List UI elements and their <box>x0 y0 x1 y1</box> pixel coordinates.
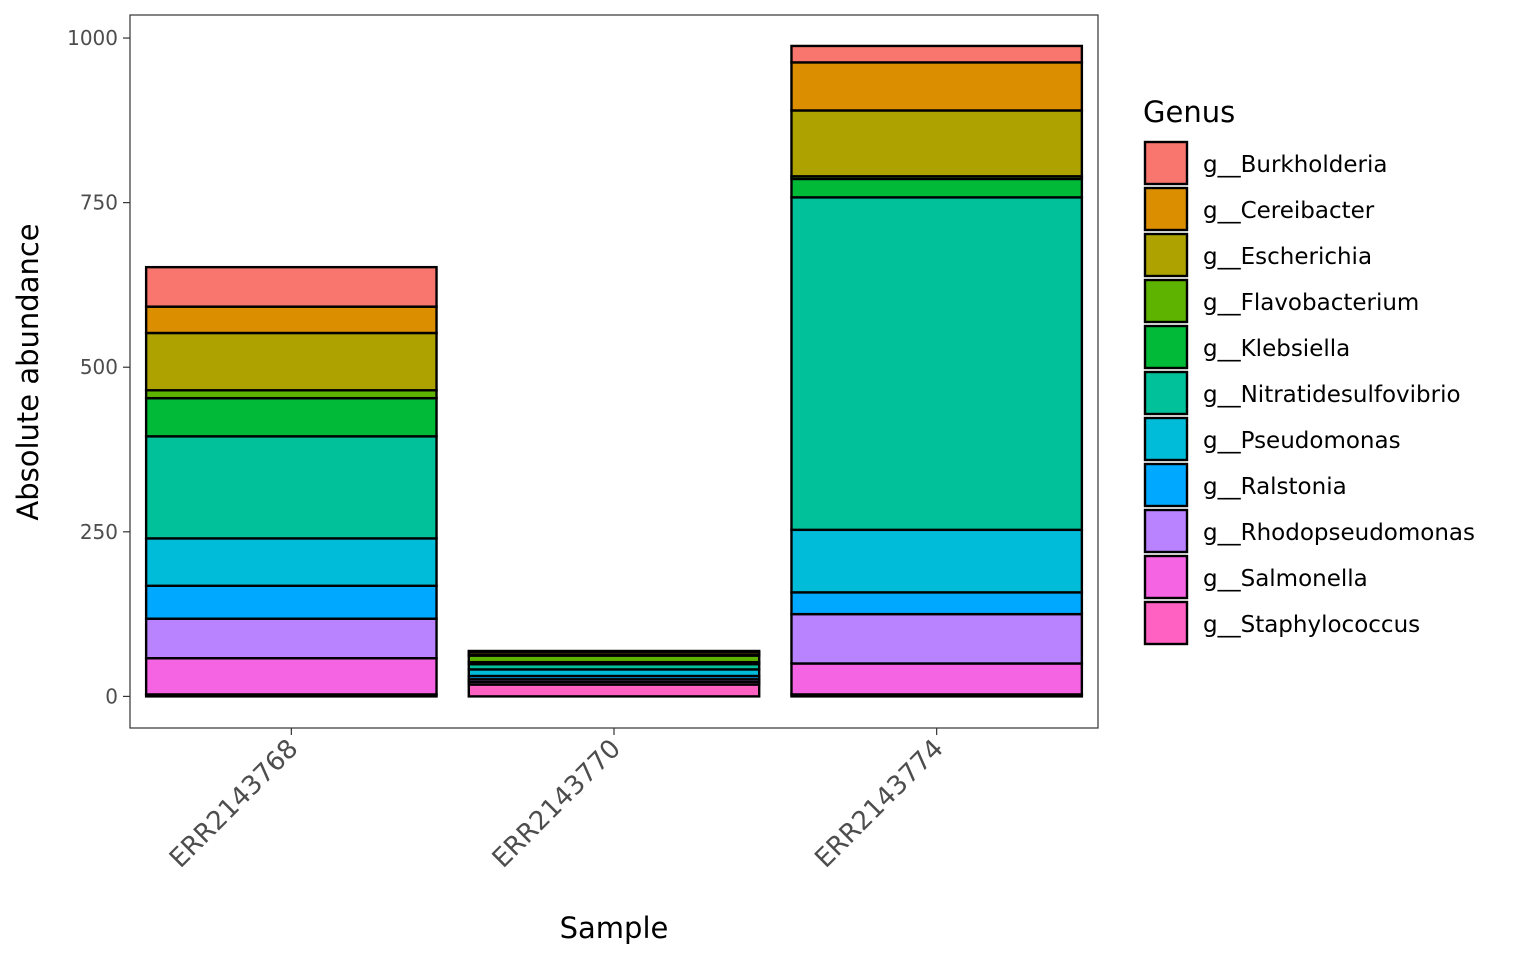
legend-label-g-staphylococcus: g__Staphylococcus <box>1203 612 1420 638</box>
legend-title: Genus <box>1143 95 1235 129</box>
bar-segment-err2143774-g-ralstonia <box>790 591 1084 616</box>
bars-group <box>144 44 1084 698</box>
bar-segment-err2143768-g-ralstonia <box>144 584 438 620</box>
x-axis: ERR2143768 ERR2143770 ERR2143774 <box>164 728 950 874</box>
legend-key-g-flavobacterium <box>1143 278 1189 324</box>
legend-key-g-cereibacter <box>1143 186 1189 232</box>
bar-segment-err2143770-g-staphylococcus <box>467 683 761 698</box>
bar-segment-err2143774-g-escherichia <box>790 109 1084 178</box>
legend-label-g-klebsiella: g__Klebsiella <box>1203 336 1350 362</box>
bar-segment-err2143768-g-nitratidesulfovibrio <box>144 435 438 540</box>
legend-label-g-salmonella: g__Salmonella <box>1203 566 1368 592</box>
bar-segment-err2143768-g-cereibacter <box>144 305 438 335</box>
bar-segment-err2143768-g-burkholderia <box>144 265 438 308</box>
legend-label-g-flavobacterium: g__Flavobacterium <box>1203 290 1419 316</box>
y-tick-label-0: 0 <box>105 684 118 708</box>
bar-segment-err2143774-g-klebsiella <box>790 177 1084 199</box>
x-tick-label-err2143770: ERR2143770 <box>487 734 627 874</box>
legend-key-g-nitratidesulfovibrio <box>1143 370 1189 416</box>
legend-label-g-escherichia: g__Escherichia <box>1203 244 1372 270</box>
bar-segment-err2143774-g-pseudomonas <box>790 528 1084 594</box>
bar-segment-err2143768-g-rhodopseudomonas <box>144 617 438 660</box>
bar-segment-err2143774-g-salmonella <box>790 662 1084 696</box>
legend-key-g-salmonella <box>1143 554 1189 600</box>
x-tick-label-err2143768: ERR2143768 <box>164 734 304 874</box>
bar-segment-err2143768-g-escherichia <box>144 331 438 392</box>
bar-segment-err2143774-g-rhodopseudomonas <box>790 612 1084 665</box>
bar-segment-err2143774-g-nitratidesulfovibrio <box>790 196 1084 532</box>
legend-label-g-cereibacter: g__Cereibacter <box>1203 198 1375 224</box>
y-tick-label-500: 500 <box>80 355 118 379</box>
y-tick-label-750: 750 <box>80 191 118 215</box>
bar-segment-err2143768-g-pseudomonas <box>144 537 438 587</box>
y-axis: 0 250 500 750 1000 <box>67 26 130 708</box>
y-tick-label-1000: 1000 <box>67 26 118 50</box>
legend-label-g-pseudomonas: g__Pseudomonas <box>1203 428 1401 454</box>
legend-key-g-ralstonia <box>1143 462 1189 508</box>
legend-key-g-staphylococcus <box>1143 600 1189 646</box>
bar-segment-err2143774-g-burkholderia <box>790 44 1084 64</box>
legend-label-g-ralstonia: g__Ralstonia <box>1203 474 1347 500</box>
legend-key-g-burkholderia <box>1143 140 1189 186</box>
legend-key-g-pseudomonas <box>1143 416 1189 462</box>
y-axis-title: Absolute abundance <box>11 223 45 520</box>
legend-key-g-escherichia <box>1143 232 1189 278</box>
bar-segment-err2143774-g-cereibacter <box>790 61 1084 112</box>
x-tick-label-err2143774: ERR2143774 <box>809 734 949 874</box>
bar-segment-err2143768-g-klebsiella <box>144 396 438 438</box>
x-axis-title: Sample <box>560 911 669 945</box>
legend-key-g-rhodopseudomonas <box>1143 508 1189 554</box>
bar-segment-err2143768-g-salmonella <box>144 657 438 696</box>
y-tick-label-250: 250 <box>80 520 118 544</box>
legend-label-g-nitratidesulfovibrio: g__Nitratidesulfovibrio <box>1203 382 1461 408</box>
legend: g__Burkholderia g__Cereibacter g__Escheric… <box>1143 140 1475 646</box>
legend-label-g-burkholderia: g__Burkholderia <box>1203 152 1387 178</box>
legend-label-g-rhodopseudomonas: g__Rhodopseudomonas <box>1203 520 1475 546</box>
legend-key-g-klebsiella <box>1143 324 1189 370</box>
bar-segment-err2143770-g-burkholderia <box>467 649 761 654</box>
